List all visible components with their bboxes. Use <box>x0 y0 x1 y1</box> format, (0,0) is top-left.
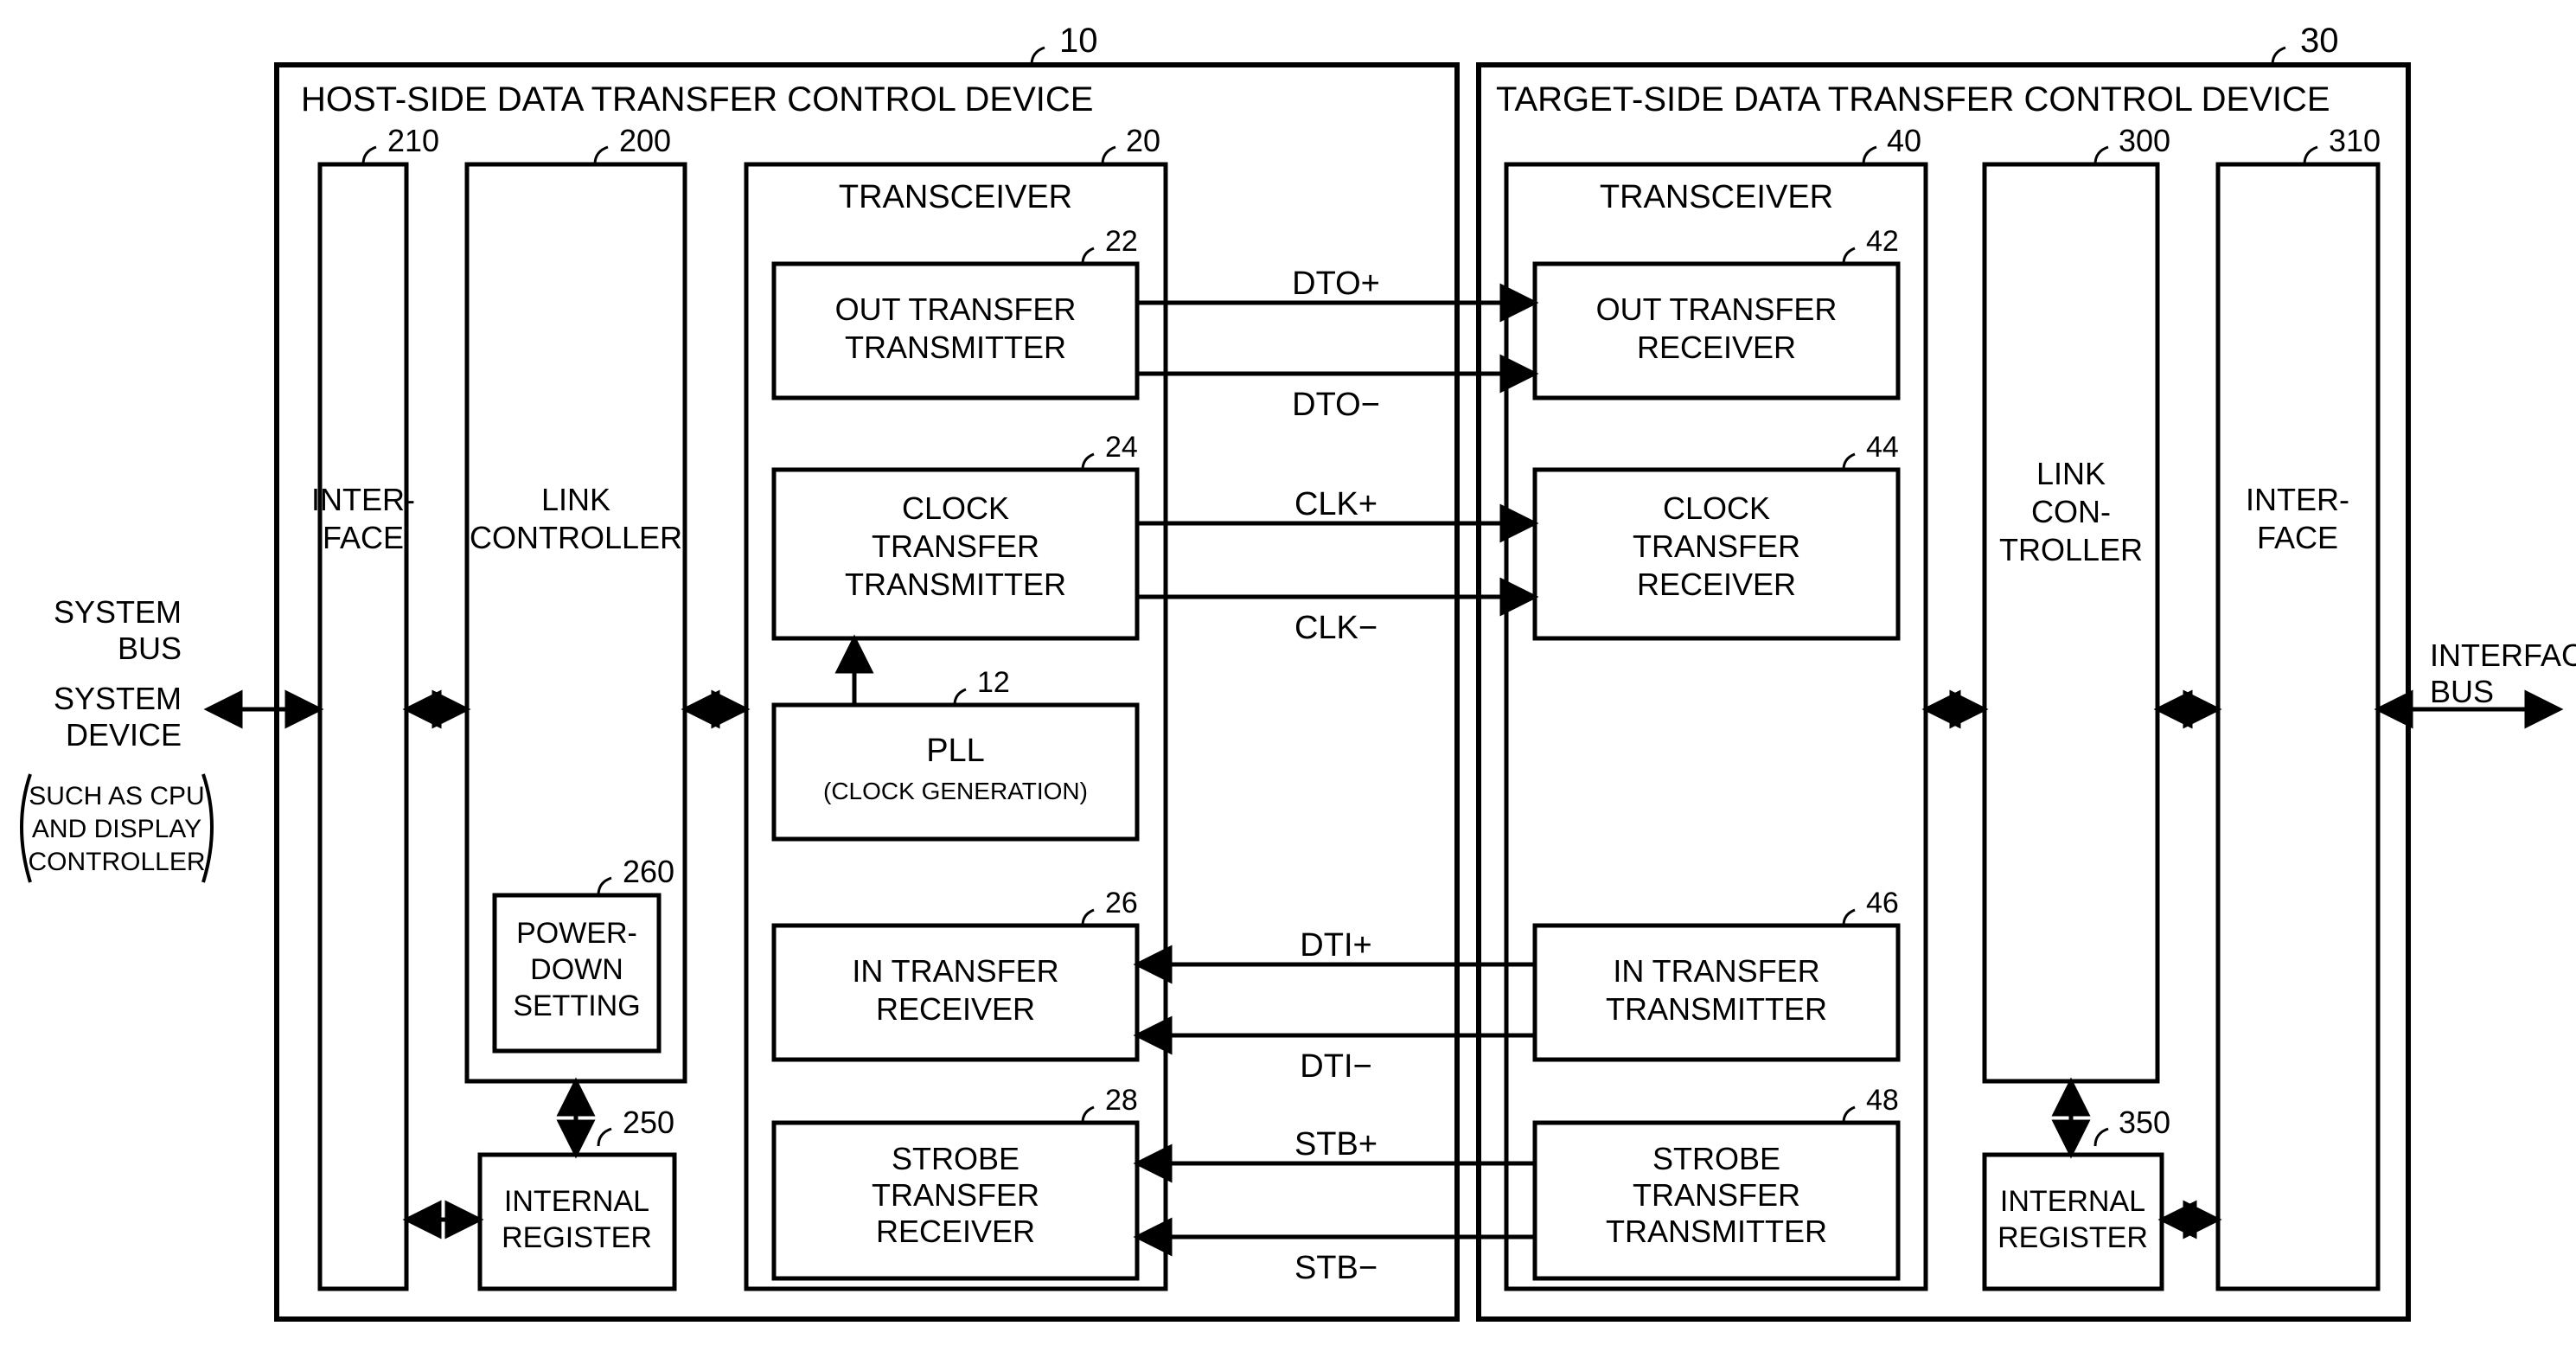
target-stb-tx: 48 STROBETRANSFERTRANSMITTER <box>1535 1084 1899 1278</box>
ref-40: 40 <box>1887 123 1921 158</box>
host-pll: 12 PLL(CLOCK GENERATION) <box>774 638 1137 839</box>
svg-text:POWER-DOWNSETTING: POWER-DOWNSETTING <box>513 917 640 1022</box>
svg-text:INTERNALREGISTER: INTERNALREGISTER <box>502 1185 652 1254</box>
svg-text:IN TRANSFERTRANSMITTER: IN TRANSFERTRANSMITTER <box>1606 953 1827 1027</box>
ref-48: 48 <box>1866 1084 1899 1117</box>
ref-250: 250 <box>623 1105 674 1140</box>
svg-text:DTI−: DTI− <box>1300 1048 1371 1085</box>
svg-text:DTO+: DTO+ <box>1292 266 1380 302</box>
target-interface: 310 INTER-FACE <box>2218 123 2381 1289</box>
svg-text:PLL(CLOCK GENERATION): PLL(CLOCK GENERATION) <box>823 733 1088 804</box>
host-stb-rx: 28 STROBETRANSFERRECEIVER <box>774 1084 1138 1278</box>
ref-200: 200 <box>619 123 671 158</box>
svg-text:INTERNALREGISTER: INTERNALREGISTER <box>1998 1185 2148 1254</box>
svg-text:CLOCKTRANSFERTRANSMITTER: CLOCKTRANSFERTRANSMITTER <box>845 490 1066 602</box>
svg-text:SYSTEMDEVICE: SYSTEMDEVICE <box>54 681 182 753</box>
svg-text:CLK+: CLK+ <box>1294 486 1377 522</box>
svg-text:OUT TRANSFERTRANSMITTER: OUT TRANSFERTRANSMITTER <box>835 291 1077 365</box>
target-in-tx: 46 IN TRANSFERTRANSMITTER <box>1535 887 1899 1060</box>
host-outer-box <box>277 65 1457 1319</box>
ref-46: 46 <box>1866 887 1899 919</box>
host-title: HOST-SIDE DATA TRANSFER CONTROL DEVICE <box>301 80 1093 119</box>
svg-text:TRANSCEIVER: TRANSCEIVER <box>1600 179 1833 215</box>
svg-text:OUT TRANSFERRECEIVER: OUT TRANSFERRECEIVER <box>1596 291 1838 365</box>
svg-text:STB−: STB− <box>1294 1250 1377 1286</box>
svg-text:TRANSCEIVER: TRANSCEIVER <box>839 179 1072 215</box>
svg-text:DTI+: DTI+ <box>1300 927 1371 964</box>
svg-text:STB+: STB+ <box>1294 1126 1377 1163</box>
target-outer-box <box>1479 65 2408 1319</box>
target-out-rx: 42 OUT TRANSFERRECEIVER <box>1535 225 1899 398</box>
ref-210: 210 <box>387 123 439 158</box>
ref-30: 30 <box>2300 22 2339 60</box>
svg-text:SYSTEMBUS: SYSTEMBUS <box>54 594 182 666</box>
svg-text:IN TRANSFERRECEIVER: IN TRANSFERRECEIVER <box>852 953 1058 1027</box>
block-diagram: 10 HOST-SIDE DATA TRANSFER CONTROL DEVIC… <box>0 0 2576 1358</box>
svg-text:STROBETRANSFERTRANSMITTER: STROBETRANSFERTRANSMITTER <box>1606 1141 1827 1249</box>
target-internal-register: 350 INTERNALREGISTER <box>1985 1105 2170 1289</box>
svg-text:LINKCONTROLLER: LINKCONTROLLER <box>470 482 682 555</box>
svg-text:DTO−: DTO− <box>1292 387 1380 423</box>
svg-text:INTER-FACE: INTER-FACE <box>2246 482 2349 555</box>
ref-310: 310 <box>2329 123 2381 158</box>
svg-text:STROBETRANSFERRECEIVER: STROBETRANSFERRECEIVER <box>872 1141 1039 1249</box>
ref-22: 22 <box>1105 225 1138 258</box>
svg-text:CLOCKTRANSFERRECEIVER: CLOCKTRANSFERRECEIVER <box>1633 490 1800 602</box>
host-interface: 210 INTER-FACE <box>311 123 439 1289</box>
target-clk-rx: 44 CLOCKTRANSFERRECEIVER <box>1535 431 1899 638</box>
ref-26: 26 <box>1105 887 1138 919</box>
host-power-down: 260 POWER-DOWNSETTING <box>495 854 674 1051</box>
ref-20: 20 <box>1126 123 1160 158</box>
host-clk-tx: 24 CLOCKTRANSFERTRANSMITTER <box>774 431 1138 638</box>
signal-bus: DTO+ DTO− CLK+ CLK− DTI+ DTI− STB+ STB− <box>1137 266 1535 1286</box>
target-device: 30 TARGET-SIDE DATA TRANSFER CONTROL DEV… <box>1479 22 2408 1319</box>
target-link-controller: 300 LINKCON-TROLLER <box>1985 123 2170 1081</box>
target-transceiver: 40 TRANSCEIVER 42 OUT TRANSFERRECEIVER 4… <box>1506 123 1926 1289</box>
svg-text:INTER-FACE: INTER-FACE <box>311 482 415 555</box>
ref-12: 12 <box>977 666 1010 699</box>
host-transceiver: 20 TRANSCEIVER 22 OUT TRANSFERTRANSMITTE… <box>746 123 1166 1289</box>
ref-24: 24 <box>1105 431 1138 464</box>
host-device: 10 HOST-SIDE DATA TRANSFER CONTROL DEVIC… <box>277 22 1457 1319</box>
ref-350: 350 <box>2119 1105 2170 1140</box>
ref-42: 42 <box>1866 225 1899 258</box>
host-in-rx: 26 IN TRANSFERRECEIVER <box>774 887 1138 1060</box>
ref-260: 260 <box>623 854 674 889</box>
ref-300: 300 <box>2119 123 2170 158</box>
svg-text:INTERFACEBUS: INTERFACEBUS <box>2430 637 2576 709</box>
host-out-tx: 22 OUT TRANSFERTRANSMITTER <box>774 225 1138 398</box>
ref-28: 28 <box>1105 1084 1138 1117</box>
svg-text:CLK−: CLK− <box>1294 610 1377 646</box>
svg-text:LINKCON-TROLLER: LINKCON-TROLLER <box>1999 456 2143 567</box>
target-title: TARGET-SIDE DATA TRANSFER CONTROL DEVICE <box>1496 80 2330 119</box>
ref-10: 10 <box>1059 22 1098 60</box>
svg-text:SUCH AS CPUAND DISPLAYCONTROLL: SUCH AS CPUAND DISPLAYCONTROLLER <box>28 782 205 876</box>
ref-44: 44 <box>1866 431 1899 464</box>
